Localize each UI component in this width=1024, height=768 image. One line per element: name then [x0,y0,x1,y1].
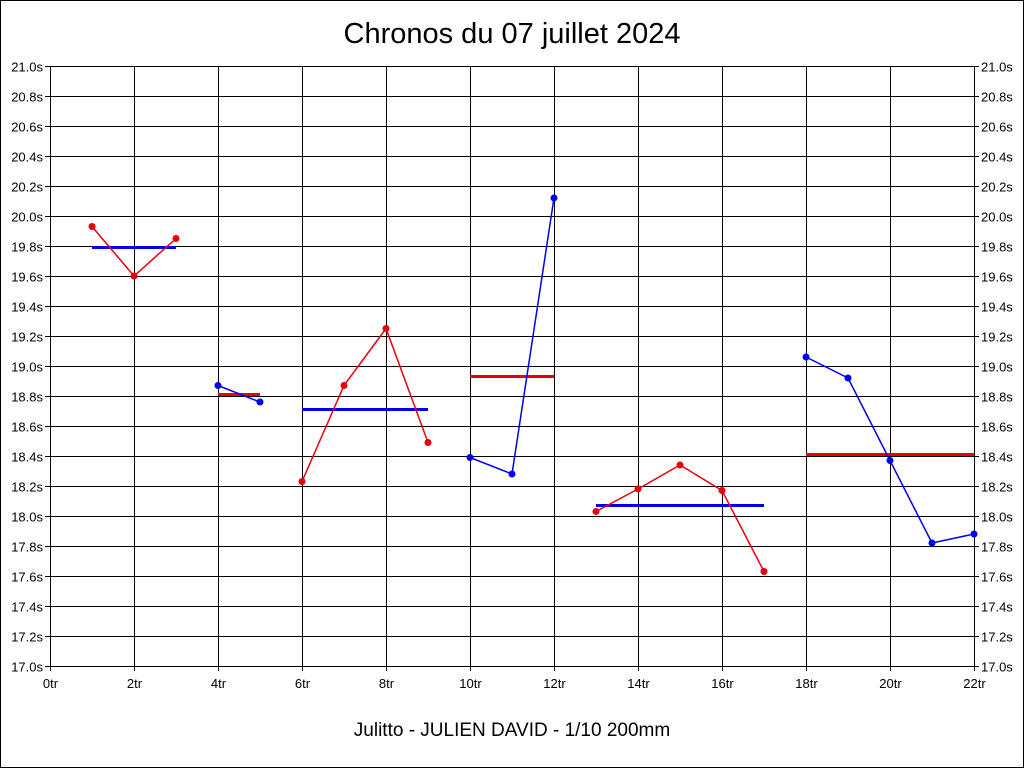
data-point [130,272,138,280]
y-tick-label-right: 18.0s [981,510,1013,525]
x-tick-label: 12tr [543,676,566,691]
y-tick-label-left: 18.6s [11,420,43,435]
x-tick-label: 18tr [795,676,818,691]
x-tick-label: 8tr [379,676,395,691]
y-tick-label-left: 20.4s [11,150,43,165]
y-tick-label-right: 19.8s [981,240,1013,255]
y-tick-label-right: 20.2s [981,180,1013,195]
data-point [718,487,726,494]
tick-label-layer: 17.0s 17.0s 17.2s 17.2s 17.4s 17.4s 17.6s 17.6s… [11,60,1013,692]
data-point [886,457,894,464]
x-tick-label: 16tr [711,676,734,691]
x-tick-label: 6tr [295,676,311,691]
y-tick-label-right: 19.6s [981,270,1013,285]
y-tick-label-left: 17.2s [11,630,43,645]
x-tick-label: 14tr [627,676,650,691]
y-tick-label-left: 20.0s [11,210,43,225]
y-tick-label-left: 20.8s [11,90,43,105]
y-tick-label-right: 20.8s [981,90,1013,105]
series-line [217,384,261,403]
y-tick-label-right: 18.6s [981,420,1013,435]
y-tick-label-left: 18.8s [11,390,43,405]
x-tick-label: 22tr [963,676,986,691]
y-tick-label-right: 18.4s [981,450,1013,465]
data-point [88,223,96,230]
data-point [256,398,264,406]
data-point [760,568,768,575]
series-line [595,464,765,572]
x-tick-label: 4tr [211,676,227,691]
y-tick-label-right: 19.4s [981,300,1013,315]
y-tick-label-right: 20.4s [981,150,1013,165]
chart-subtitle: Julitto - JULIEN DAVID - 1/10 200mm [353,720,671,741]
y-tick-label-left: 19.2s [11,330,43,345]
y-tick-label-right: 19.2s [981,330,1013,345]
y-tick-label-right: 20.0s [981,210,1013,225]
data-point [298,478,306,485]
y-tick-label-left: 18.0s [11,510,43,525]
data-point [214,382,222,389]
average-lines-layer [92,246,974,507]
y-tick-label-left: 19.8s [11,240,43,255]
data-point [382,325,390,332]
y-tick-label-right: 17.8s [981,540,1013,555]
y-tick-label-right: 20.6s [981,120,1013,135]
data-point [802,353,810,361]
series-layer [88,194,978,575]
x-tick-label: 20tr [879,676,902,691]
y-tick-label-right: 21.0s [981,60,1013,75]
y-tick-label-left: 17.4s [11,600,43,615]
data-point [508,470,516,478]
y-tick-label-right: 18.8s [981,390,1013,405]
data-point [466,454,474,461]
data-point [970,530,978,538]
y-tick-label-left: 18.2s [11,480,43,495]
y-tick-label-right: 17.4s [981,600,1013,615]
y-tick-label-left: 17.6s [11,570,43,585]
data-point [592,508,600,515]
x-tick-label: 10tr [459,676,482,691]
y-tick-label-right: 17.6s [981,570,1013,585]
data-point [634,485,642,493]
y-tick-label-left: 20.2s [11,180,43,195]
y-tick-label-right: 18.2s [981,480,1013,495]
y-tick-label-left: 18.4s [11,450,43,465]
grid-layer [45,66,979,671]
data-point [676,461,684,469]
data-point [928,539,936,547]
data-point [424,439,432,446]
data-point [172,235,180,242]
chart-title: Chronos du 07 juillet 2024 [343,18,681,50]
y-tick-label-right: 19.0s [981,360,1013,375]
y-tick-label-right: 17.2s [981,630,1013,645]
y-tick-label-left: 19.0s [11,360,43,375]
y-tick-label-right: 17.0s [981,660,1013,675]
x-tick-label: 0tr [43,676,59,691]
data-point [844,374,852,382]
data-point [340,382,348,389]
y-tick-label-left: 17.0s [11,660,43,675]
data-point [550,194,558,202]
y-tick-label-left: 19.6s [11,270,43,285]
y-tick-label-left: 20.6s [11,120,43,135]
series-line [301,326,429,482]
y-tick-label-left: 19.4s [11,300,43,315]
x-tick-label: 2tr [127,676,143,691]
y-tick-label-left: 17.8s [11,540,43,555]
y-tick-label-left: 21.0s [11,60,43,75]
